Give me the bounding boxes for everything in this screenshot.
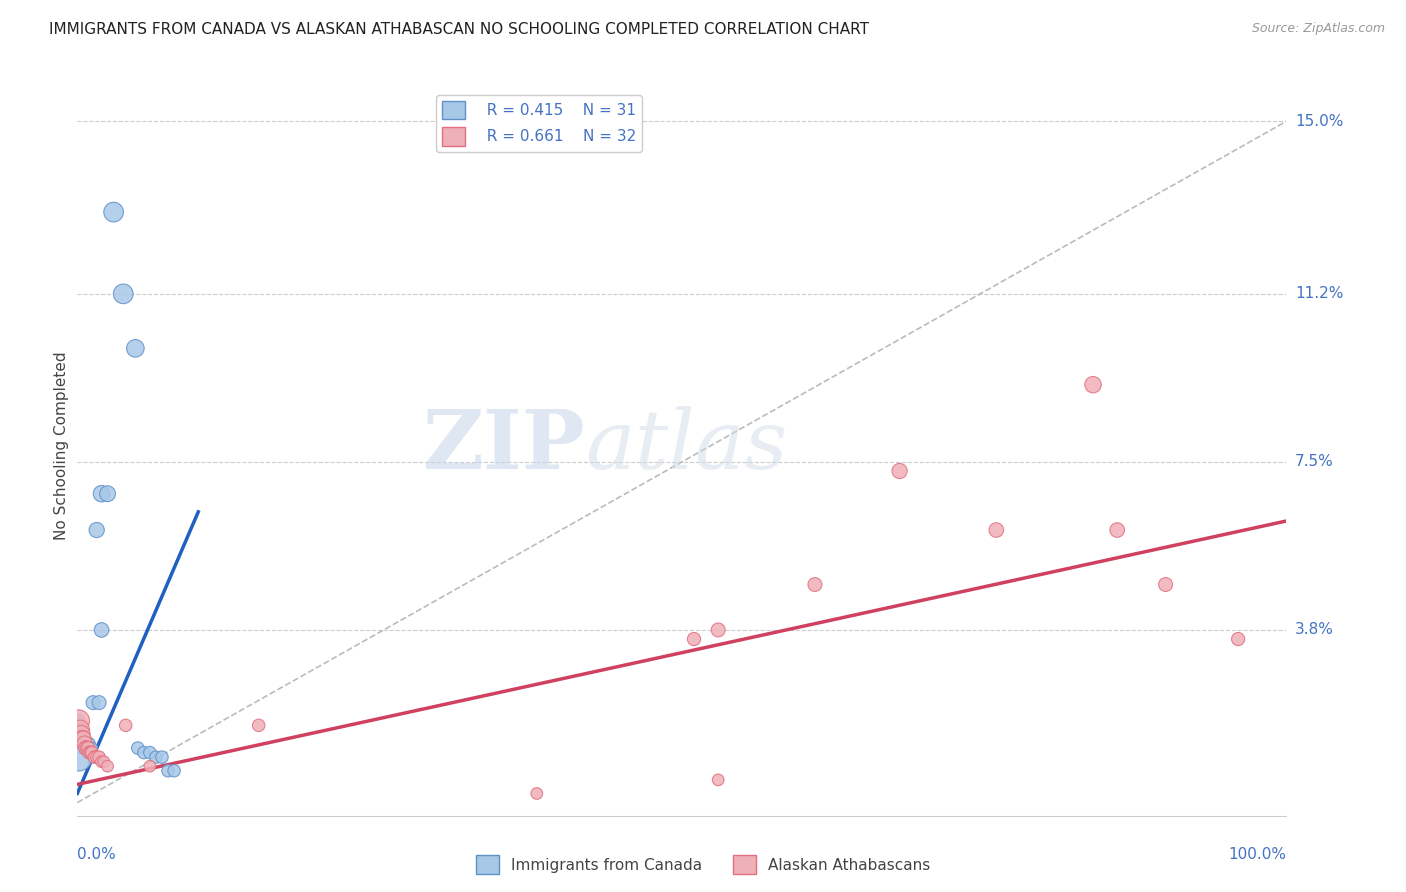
Point <box>1107 523 1129 537</box>
Text: 3.8%: 3.8% <box>1295 623 1334 638</box>
Point <box>90 486 112 500</box>
Point <box>70 727 93 741</box>
Text: 7.5%: 7.5% <box>1295 454 1333 469</box>
Point <box>79 741 101 756</box>
Point <box>139 746 162 760</box>
Y-axis label: No Schooling Completed: No Schooling Completed <box>53 351 69 541</box>
Point <box>87 750 110 764</box>
Point <box>112 286 135 301</box>
Text: Source: ZipAtlas.com: Source: ZipAtlas.com <box>1251 22 1385 36</box>
Point <box>67 714 90 728</box>
Point <box>87 696 110 710</box>
Point <box>75 737 97 751</box>
Point <box>73 737 96 751</box>
Point <box>247 718 270 732</box>
Point <box>986 523 1008 537</box>
Point <box>889 464 911 478</box>
Point <box>145 750 167 764</box>
Point <box>70 731 93 746</box>
Point <box>72 737 94 751</box>
Point <box>80 741 103 756</box>
Point <box>163 764 186 778</box>
Point <box>127 741 149 756</box>
Text: 11.2%: 11.2% <box>1295 286 1343 301</box>
Point <box>67 727 90 741</box>
Text: IMMIGRANTS FROM CANADA VS ALASKAN ATHABASCAN NO SCHOOLING COMPLETED CORRELATION : IMMIGRANTS FROM CANADA VS ALASKAN ATHABA… <box>49 22 869 37</box>
Text: 100.0%: 100.0% <box>1229 847 1286 862</box>
Point <box>1081 377 1104 392</box>
Point <box>90 755 112 769</box>
Text: atlas: atlas <box>585 406 787 486</box>
Point <box>69 727 91 741</box>
Point <box>80 746 103 760</box>
Point <box>77 737 100 751</box>
Point <box>77 741 100 756</box>
Point <box>70 731 93 746</box>
Legend:   R = 0.415    N = 31,   R = 0.661    N = 32: R = 0.415 N = 31, R = 0.661 N = 32 <box>436 95 643 152</box>
Point <box>83 750 105 764</box>
Point <box>96 759 118 773</box>
Point <box>114 718 136 732</box>
Point <box>79 746 101 760</box>
Point <box>73 737 96 751</box>
Point <box>86 523 108 537</box>
Point <box>86 750 108 764</box>
Point <box>69 723 91 737</box>
Point <box>76 737 98 751</box>
Point <box>67 714 90 728</box>
Point <box>157 764 180 778</box>
Point <box>96 486 118 500</box>
Text: 15.0%: 15.0% <box>1295 114 1343 128</box>
Text: ZIP: ZIP <box>423 406 585 486</box>
Point <box>132 746 155 760</box>
Point <box>75 741 97 756</box>
Point <box>124 342 146 356</box>
Point <box>93 755 115 769</box>
Point <box>1154 577 1177 591</box>
Point <box>1227 632 1250 646</box>
Point <box>72 731 94 746</box>
Point <box>103 205 125 219</box>
Point <box>73 737 96 751</box>
Point <box>79 746 101 760</box>
Text: 0.0%: 0.0% <box>77 847 117 862</box>
Point <box>683 632 706 646</box>
Point <box>67 750 90 764</box>
Point <box>79 737 101 751</box>
Point <box>707 623 730 637</box>
Point <box>526 787 548 801</box>
Point <box>90 623 112 637</box>
Point <box>76 741 98 756</box>
Point <box>82 696 104 710</box>
Legend: Immigrants from Canada, Alaskan Athabascans: Immigrants from Canada, Alaskan Athabasc… <box>470 849 936 880</box>
Point <box>150 750 173 764</box>
Point <box>707 772 730 787</box>
Point <box>139 759 162 773</box>
Point <box>804 577 827 591</box>
Point <box>70 731 93 746</box>
